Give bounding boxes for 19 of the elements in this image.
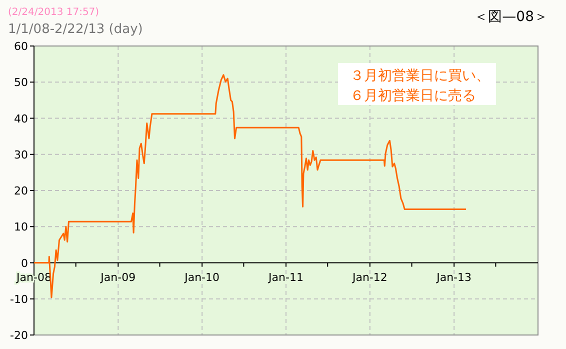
y-tick-label: -20 [10, 329, 28, 342]
y-tick-label: -10 [10, 292, 28, 306]
x-tick-label: Jan-12 [351, 270, 388, 284]
x-tick-label: Jan-11 [268, 270, 304, 284]
y-tick-label: 20 [14, 184, 28, 198]
y-tick-label: 60 [14, 40, 28, 53]
annotation: ６月初営業日に売る [350, 88, 476, 104]
chart-title: 1/1/08-2/22/13 (day) [8, 22, 143, 37]
annotation: ３月初営業日に買い、 [350, 68, 490, 84]
text: ＜図—08＞ [474, 9, 548, 25]
y-tick-label: 0 [21, 256, 28, 270]
x-tick-label: Jan-10 [184, 270, 220, 284]
x-tick-label: Jan-13 [436, 270, 472, 284]
y-tick-label: 50 [14, 76, 28, 90]
y-tick-label: 10 [14, 220, 28, 234]
chart-subtitle: (2/24/2013 17:57) [8, 7, 100, 18]
y-tick-label: 40 [14, 112, 28, 126]
x-tick-label: Jan-09 [100, 270, 136, 284]
y-tick-label: 30 [14, 148, 28, 162]
